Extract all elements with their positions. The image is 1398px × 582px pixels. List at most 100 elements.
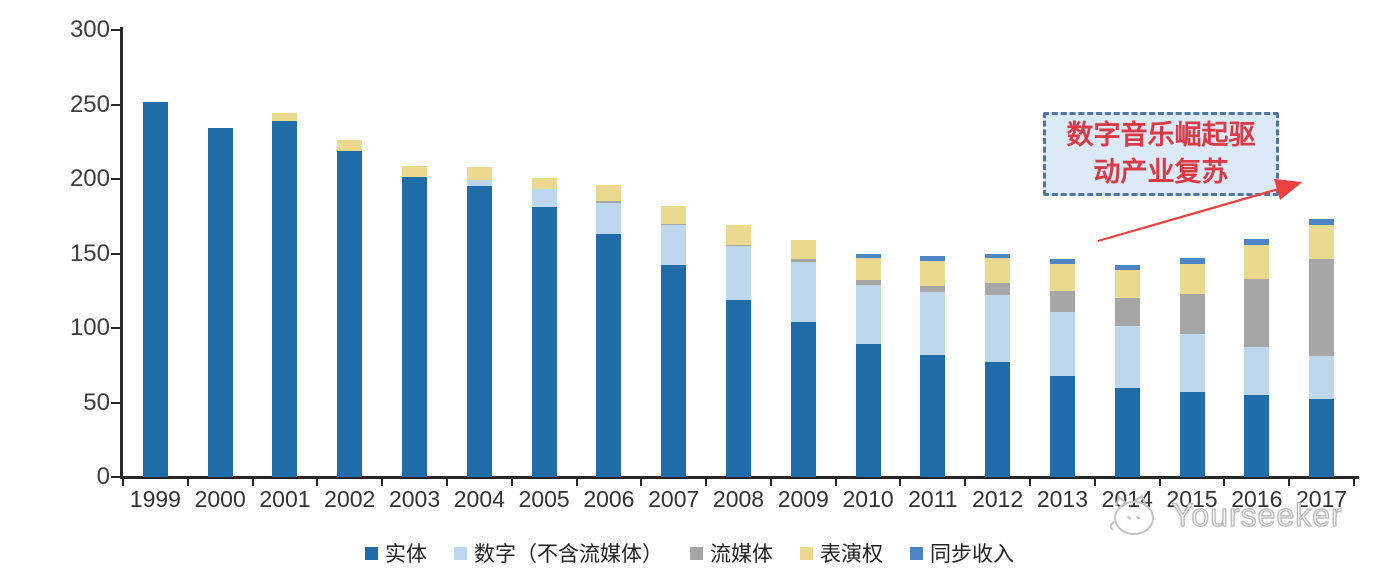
bar-segment-表演权 bbox=[661, 205, 687, 224]
bar-segment-实体 bbox=[920, 354, 946, 477]
x-axis-tick bbox=[1353, 479, 1355, 486]
legend-swatch-icon bbox=[690, 546, 703, 560]
x-axis-tick bbox=[1223, 479, 1226, 486]
bar-1999 bbox=[142, 101, 168, 477]
y-axis-label: 100 bbox=[69, 314, 110, 341]
x-axis-tick bbox=[186, 479, 189, 486]
bar-2012 bbox=[985, 253, 1011, 478]
bar-segment-表演权 bbox=[272, 113, 298, 121]
legend-swatch-icon bbox=[365, 546, 378, 560]
bar-segment-实体 bbox=[531, 207, 557, 477]
bar-2016 bbox=[1244, 238, 1270, 477]
x-axis-label: 2001 bbox=[259, 486, 311, 512]
bar-segment-实体 bbox=[596, 234, 622, 477]
bar-2006 bbox=[596, 184, 622, 477]
bar-segment-同步收入 bbox=[920, 256, 946, 261]
bar-segment-实体 bbox=[402, 177, 428, 477]
bar-segment-数字（不含流媒体） bbox=[1179, 333, 1205, 393]
bar-segment-实体 bbox=[855, 344, 881, 477]
x-axis-tick bbox=[1029, 479, 1032, 486]
x-axis-label: 2007 bbox=[648, 486, 700, 512]
y-axis-label: 150 bbox=[69, 239, 110, 267]
bar-segment-实体 bbox=[272, 120, 298, 477]
x-axis-label: 2005 bbox=[518, 486, 570, 512]
y-axis-tick bbox=[111, 178, 120, 180]
legend-swatch-icon bbox=[800, 546, 813, 560]
x-axis-line bbox=[120, 476, 1359, 479]
cat-logo-icon bbox=[1109, 494, 1154, 535]
bar-segment-同步收入 bbox=[1049, 259, 1075, 264]
x-axis-label: 2010 bbox=[842, 486, 894, 512]
bar-segment-流媒体 bbox=[855, 280, 881, 285]
bar-segment-表演权 bbox=[466, 167, 492, 181]
y-axis-label: 300 bbox=[69, 16, 110, 43]
watermark-text: Yourseeker bbox=[1171, 496, 1343, 533]
bar-segment-同步收入 bbox=[1309, 219, 1335, 226]
x-axis-label: 1999 bbox=[129, 486, 181, 512]
legend-label: 流媒体 bbox=[710, 542, 773, 566]
bar-segment-流媒体 bbox=[790, 259, 816, 263]
bar-segment-表演权 bbox=[726, 225, 751, 245]
legend-item: 流媒体 bbox=[690, 538, 773, 568]
x-axis-label: 2017 bbox=[1296, 486, 1348, 512]
y-axis-tick bbox=[111, 103, 120, 106]
x-axis-tick bbox=[445, 479, 448, 486]
bar-segment-实体 bbox=[207, 128, 233, 477]
bar-segment-同步收入 bbox=[985, 253, 1011, 258]
y-axis-tick bbox=[111, 476, 120, 478]
bar-segment-数字（不含流媒体） bbox=[920, 292, 946, 355]
legend-label: 同步收入 bbox=[930, 542, 1014, 566]
y-axis-tick bbox=[111, 327, 120, 329]
bar-segment-数字（不含流媒体） bbox=[1244, 347, 1270, 396]
bar-2013 bbox=[1049, 259, 1075, 477]
y-axis-label: 0 bbox=[96, 463, 110, 490]
bar-segment-数字（不含流媒体） bbox=[531, 189, 557, 208]
bar-segment-表演权 bbox=[531, 177, 557, 190]
bar-segment-流媒体 bbox=[1049, 290, 1075, 312]
bar-segment-数字（不含流媒体） bbox=[1049, 311, 1075, 376]
y-axis-label: 50 bbox=[83, 388, 110, 416]
annotation-box: 数字音乐崛起驱 动产业复苏 bbox=[1043, 112, 1279, 196]
bar-2001 bbox=[272, 113, 298, 477]
bar-segment-流媒体 bbox=[661, 223, 687, 226]
bar-segment-表演权 bbox=[1114, 269, 1140, 299]
bar-segment-表演权 bbox=[985, 257, 1011, 284]
bar-2005 bbox=[531, 177, 557, 477]
bar-segment-数字（不含流媒体） bbox=[726, 246, 751, 300]
x-axis-tick bbox=[640, 479, 643, 486]
bar-2015 bbox=[1179, 257, 1205, 477]
bar-2010 bbox=[855, 253, 881, 478]
bar-segment-流媒体 bbox=[726, 244, 751, 247]
y-axis-label: 200 bbox=[69, 165, 110, 192]
x-axis-tick bbox=[510, 479, 513, 486]
bar-segment-实体 bbox=[985, 362, 1011, 477]
x-axis-label: 2004 bbox=[453, 486, 505, 512]
legend-swatch-icon bbox=[910, 546, 923, 560]
bar-segment-数字（不含流媒体） bbox=[1309, 356, 1335, 400]
x-axis-label: 2013 bbox=[1036, 486, 1089, 512]
legend-swatch-icon bbox=[454, 546, 467, 560]
bar-segment-数字（不含流媒体） bbox=[985, 295, 1011, 363]
x-axis-label: 2002 bbox=[324, 486, 376, 512]
x-axis-tick bbox=[122, 479, 124, 486]
bar-segment-表演权 bbox=[1244, 244, 1270, 279]
bar-segment-实体 bbox=[1114, 387, 1140, 477]
x-axis-label: 2015 bbox=[1166, 486, 1218, 512]
bar-2007 bbox=[661, 205, 687, 477]
bar-segment-流媒体 bbox=[1309, 259, 1335, 357]
bar-segment-数字（不含流媒体） bbox=[1114, 326, 1140, 388]
bar-segment-实体 bbox=[1179, 392, 1205, 477]
x-axis-label: 2008 bbox=[712, 486, 765, 512]
annotation-text: 数字音乐崛起驱 动产业复苏 bbox=[1066, 120, 1256, 188]
x-axis-label: 2000 bbox=[194, 486, 246, 512]
x-axis-tick bbox=[1093, 479, 1096, 486]
bar-2002 bbox=[337, 140, 363, 477]
y-axis-line bbox=[120, 27, 123, 478]
bar-2011 bbox=[920, 256, 946, 477]
bar-segment-流媒体 bbox=[920, 286, 946, 293]
bar-segment-表演权 bbox=[1179, 263, 1205, 294]
bar-segment-表演权 bbox=[1049, 263, 1075, 291]
x-axis-tick bbox=[834, 479, 837, 486]
bar-segment-实体 bbox=[726, 299, 751, 477]
bar-segment-数字（不含流媒体） bbox=[855, 284, 881, 345]
